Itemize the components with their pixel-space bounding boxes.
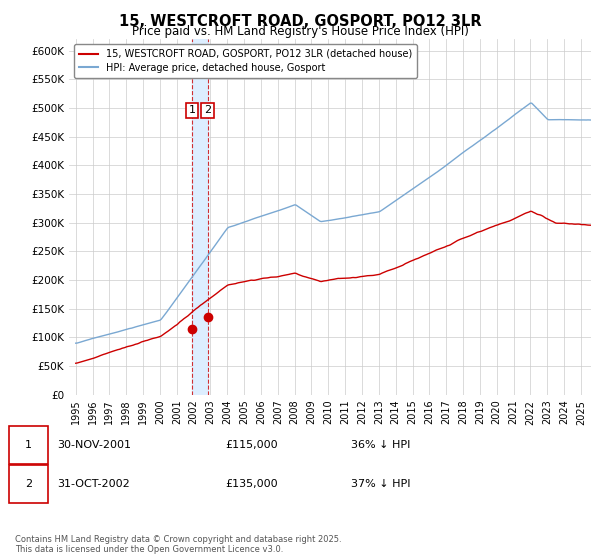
Legend: 15, WESTCROFT ROAD, GOSPORT, PO12 3LR (detached house), HPI: Average price, deta: 15, WESTCROFT ROAD, GOSPORT, PO12 3LR (d…: [74, 44, 417, 78]
Text: 1: 1: [25, 440, 32, 450]
Text: £135,000: £135,000: [225, 479, 278, 489]
Text: 36% ↓ HPI: 36% ↓ HPI: [351, 440, 410, 450]
Text: 1: 1: [189, 105, 196, 115]
Text: Price paid vs. HM Land Registry's House Price Index (HPI): Price paid vs. HM Land Registry's House …: [131, 25, 469, 38]
Text: 2: 2: [25, 479, 32, 489]
Text: 2: 2: [204, 105, 211, 115]
Bar: [192, 39, 208, 395]
Text: Contains HM Land Registry data © Crown copyright and database right 2025.
This d: Contains HM Land Registry data © Crown c…: [15, 535, 341, 554]
Text: 30-NOV-2001: 30-NOV-2001: [57, 440, 131, 450]
Text: £115,000: £115,000: [225, 440, 278, 450]
Text: 37% ↓ HPI: 37% ↓ HPI: [351, 479, 410, 489]
Text: 15, WESTCROFT ROAD, GOSPORT, PO12 3LR: 15, WESTCROFT ROAD, GOSPORT, PO12 3LR: [119, 14, 481, 29]
Text: 31-OCT-2002: 31-OCT-2002: [57, 479, 130, 489]
